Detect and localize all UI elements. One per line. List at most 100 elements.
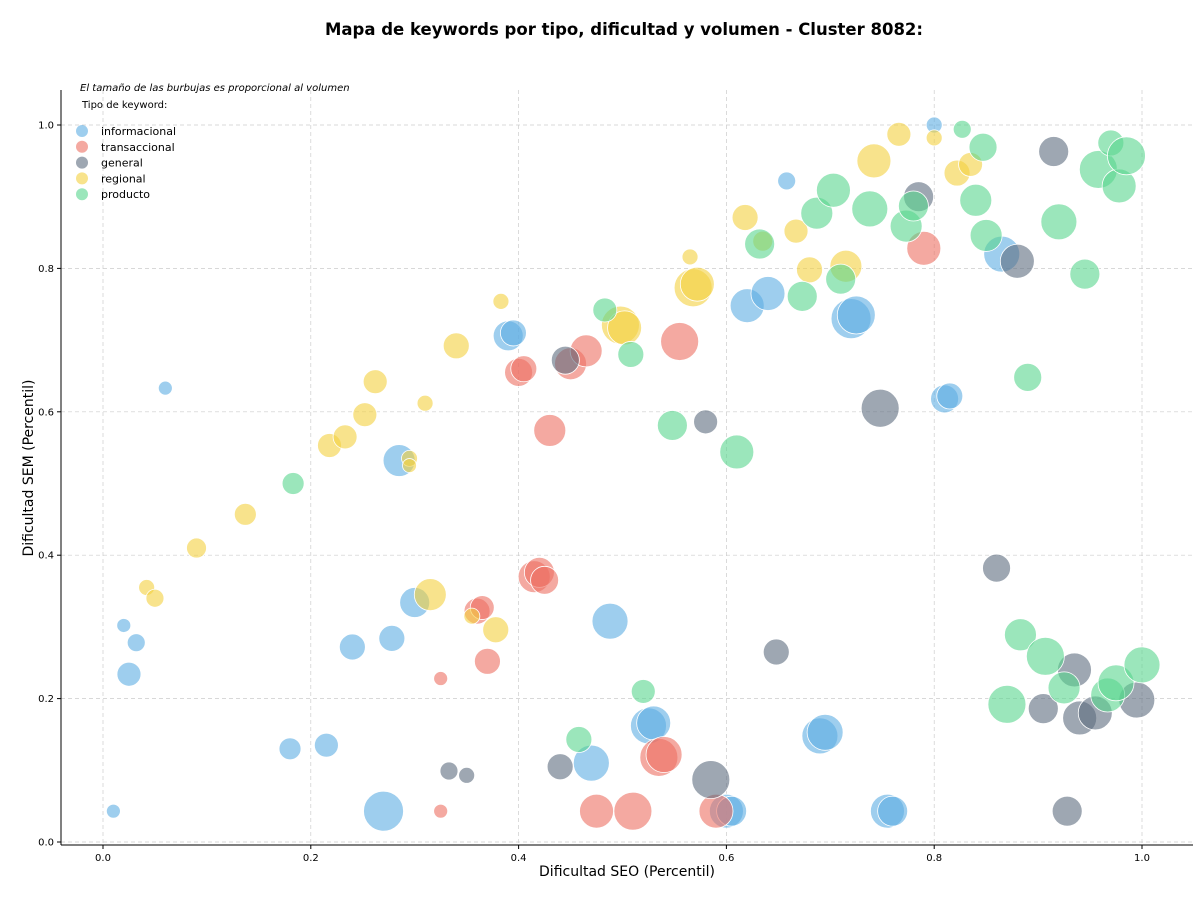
bubble-general: [1027, 693, 1059, 725]
x-tick-label: 0.4: [511, 853, 527, 864]
bubble-layer: [105, 116, 1161, 832]
bubble-informacional: [877, 795, 909, 827]
y-tick-label: 1.0: [38, 121, 54, 132]
bubble-transaccional: [433, 671, 449, 686]
bubble-informacional: [116, 661, 142, 687]
legend-label-informacional: informacional: [101, 125, 176, 138]
bubble-producto: [825, 263, 857, 295]
legend-label-regional: regional: [101, 172, 146, 185]
bubble-general: [860, 388, 900, 428]
bubble-regional: [145, 588, 165, 608]
y-tick-label: 0.8: [38, 264, 54, 275]
bubble-informacional: [313, 732, 339, 758]
bubble-producto: [617, 341, 645, 368]
x-tick-label: 0.2: [303, 853, 319, 864]
bubble-informacional: [836, 295, 876, 335]
bubble-regional: [492, 292, 510, 310]
bubble-informacional: [636, 705, 672, 741]
bubble-producto: [1097, 664, 1135, 702]
bubble-general: [982, 553, 1011, 583]
bubble-producto: [719, 434, 755, 470]
legend-marker-transaccional: [76, 140, 88, 153]
bubble-informacional: [338, 633, 366, 661]
bubble-producto: [744, 228, 776, 260]
bubble-informacional: [936, 382, 964, 410]
bubble-regional: [783, 218, 809, 244]
bubble-producto: [565, 726, 593, 753]
bubble-regional: [233, 502, 257, 526]
bubble-producto: [656, 410, 688, 441]
bubble-regional: [332, 424, 358, 450]
bubble-regional: [679, 266, 715, 302]
bubble-regional: [886, 121, 912, 147]
bubble-general: [458, 766, 476, 784]
bubble-regional: [796, 256, 823, 284]
bubble-informacional: [591, 602, 629, 640]
legend-marker-regional: [76, 172, 88, 185]
bubble-informacional: [378, 624, 406, 652]
legend-note: El tamaño de las burbujas es proporciona…: [80, 83, 350, 94]
legend-marker-informacional: [76, 125, 88, 137]
bubble-informacional: [806, 713, 844, 751]
bubble-transaccional: [613, 791, 653, 831]
y-tick-label: 0.2: [38, 694, 54, 705]
bubble-producto: [1025, 636, 1065, 676]
x-tick-label: 1.0: [1134, 853, 1150, 864]
bubble-informacional: [572, 744, 610, 782]
legend-title: Tipo de keyword:: [81, 100, 167, 111]
bubble-producto: [816, 172, 851, 208]
tick-layer: 0.0 0.0 0.2 0.2 0.4 0.4 0.6 0.6 0.8 0.8 1.0 1.0: [38, 121, 1150, 865]
bubble-general: [439, 761, 459, 781]
bubble-producto: [1004, 618, 1037, 652]
bubble-general: [999, 243, 1035, 279]
bubble-producto: [281, 472, 305, 495]
y-tick-label: 0.0: [38, 838, 54, 849]
axes-layer: [60, 90, 1193, 846]
x-tick-label: 0.6: [718, 853, 734, 864]
bubble-transaccional: [906, 230, 942, 266]
bubble-informacional: [126, 633, 146, 653]
x-tick-label: 0.8: [926, 853, 942, 864]
bubble-regional: [681, 248, 699, 266]
bubble-producto: [592, 297, 618, 323]
bubble-informacional: [278, 737, 302, 761]
legend-label-general: general: [101, 157, 143, 170]
bubble-producto: [969, 219, 1003, 252]
bubble-regional: [856, 143, 892, 179]
bubble-informacional: [116, 618, 132, 633]
bubble-producto: [1069, 258, 1101, 290]
bubble-regional: [482, 616, 510, 644]
bubble-transaccional: [645, 736, 683, 773]
bubble-producto: [1013, 362, 1043, 392]
bubble-producto: [851, 190, 889, 228]
bubble-producto: [898, 190, 929, 222]
bubble-producto: [1123, 646, 1161, 684]
bubble-regional: [463, 607, 481, 625]
bubble-informacional: [750, 276, 786, 311]
bubble-general: [762, 638, 790, 666]
bubble-regional: [186, 537, 207, 559]
bubble-general: [691, 760, 731, 800]
bubble-informacional: [500, 319, 527, 347]
bubble-transaccional: [530, 565, 559, 595]
x-axis-label: Dificultad SEO (Percentil): [539, 864, 715, 880]
bubble-informacional: [105, 803, 121, 819]
legend-label-transaccional: transaccional: [101, 141, 175, 154]
bubble-regional: [416, 394, 434, 412]
bubble-regional: [442, 332, 470, 360]
x-tick-label: 0.0: [95, 853, 111, 864]
bubble-transaccional: [698, 793, 734, 829]
bubble-producto: [952, 119, 972, 139]
bubble-general: [693, 409, 719, 435]
bubble-informacional: [363, 790, 404, 832]
bubble-producto: [968, 132, 998, 162]
bubble-transaccional: [433, 803, 449, 819]
legend-marker-general: [76, 156, 88, 169]
bubble-regional: [402, 458, 417, 473]
bubble-producto: [630, 679, 656, 704]
legend-marker-producto: [76, 188, 88, 201]
bubble-producto: [1040, 203, 1078, 241]
bubble-producto: [987, 684, 1027, 724]
bubble-general: [1038, 136, 1070, 167]
